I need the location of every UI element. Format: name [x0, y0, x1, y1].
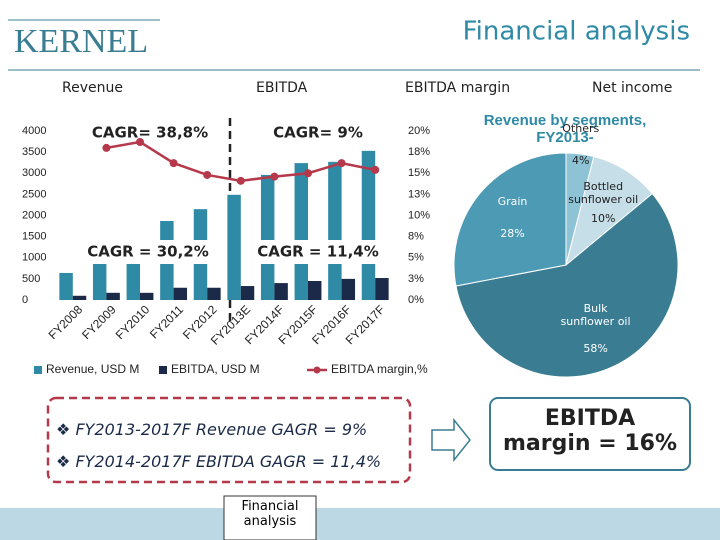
- footer-bar: [0, 508, 720, 540]
- bar: [92, 257, 107, 300]
- summary-box: [46, 396, 412, 484]
- marker: [136, 137, 144, 146]
- tab[interactable]: EBITDA margin: [405, 80, 511, 96]
- legend-label: EBITDA margin,%: [331, 362, 428, 376]
- tab[interactable]: Net income: [592, 80, 673, 96]
- slide-title: Financial analysis: [463, 17, 690, 47]
- summary-text: FY2013-2017F Revenue GAGR = 9%: [75, 420, 368, 439]
- x-tick-label: FY2009: [79, 302, 119, 342]
- pie-value-label: 58%: [583, 341, 608, 355]
- marker: [236, 176, 245, 185]
- marker: [304, 169, 312, 178]
- y-tick-label: 1000: [22, 252, 46, 264]
- bar: [140, 292, 154, 300]
- arrow: [431, 417, 471, 463]
- y2-tick-label: 18%: [408, 146, 430, 158]
- marker: [102, 143, 111, 152]
- y2-tick-label: 3%: [408, 273, 424, 285]
- marker: [169, 159, 178, 168]
- pie-slice: [453, 152, 567, 287]
- pie-value-label: 28%: [500, 226, 525, 240]
- y2-tick-label: 10%: [408, 209, 430, 221]
- bar: [240, 286, 255, 300]
- bar: [341, 278, 356, 300]
- bar: [375, 278, 389, 300]
- pie-slice: [455, 192, 679, 378]
- y-tick-label: 500: [22, 273, 40, 285]
- y-tick-label: 4000: [22, 125, 46, 137]
- bar: [126, 257, 140, 300]
- x-tick-label: FY2008: [46, 302, 86, 342]
- highlight-box: [489, 397, 691, 471]
- pie-label: Grain: [497, 194, 528, 208]
- legend-swatch: [159, 366, 167, 374]
- y2-tick-label: 13%: [408, 188, 430, 200]
- y2-tick-label: 15%: [408, 167, 430, 179]
- legend-swatch: [313, 366, 321, 374]
- y-tick-label: 0: [22, 294, 28, 306]
- bar: [227, 194, 241, 300]
- y-tick-label: 2500: [22, 188, 46, 200]
- legend-label: Revenue, USD M: [46, 362, 139, 376]
- bar: [260, 174, 275, 300]
- bar: [328, 161, 342, 300]
- pie-label: Others: [562, 122, 600, 136]
- bar: [207, 287, 221, 300]
- annotation: CAGR = 11,4%: [257, 243, 379, 261]
- y-tick-label: 1500: [22, 231, 46, 243]
- logo: KERNEL: [14, 23, 148, 60]
- y-tick-label: 3500: [22, 146, 46, 158]
- bar: [72, 295, 87, 300]
- marker: [270, 172, 279, 181]
- y-tick-label: 2000: [22, 209, 46, 221]
- annotation-bg: [86, 240, 210, 264]
- pie-label: Bottled sunflower oil: [568, 180, 639, 207]
- summary-line: ❖ FY2014-2017F EBITDA GAGR = 11,4%: [56, 452, 382, 471]
- annotation: CAGR= 38,8%: [92, 124, 208, 142]
- annotation: CAGR = 30,2%: [87, 243, 209, 261]
- x-tick-label: FY2010: [113, 302, 153, 342]
- y2-tick-label: 0%: [408, 294, 424, 306]
- marker: [371, 165, 380, 174]
- bar: [106, 292, 120, 300]
- highlight: EBITDA margin = 16%: [503, 406, 677, 456]
- marker: [337, 159, 346, 168]
- y2-tick-label: 20%: [408, 125, 430, 137]
- annotation-bg: [256, 240, 380, 264]
- nav-button[interactable]: [223, 495, 317, 540]
- tab[interactable]: EBITDA: [256, 80, 308, 96]
- legend-label: EBITDA, USD M: [171, 362, 260, 376]
- legend-swatch: [34, 366, 42, 374]
- pie-title: Revenue by segments, FY2013-: [483, 112, 647, 146]
- bar: [294, 163, 308, 300]
- y-tick-label: 3000: [22, 167, 46, 179]
- annotation: CAGR= 9%: [273, 124, 363, 142]
- y2-tick-label: 8%: [408, 231, 424, 243]
- nav-label[interactable]: Financial analysis: [241, 499, 299, 529]
- tab[interactable]: Revenue: [62, 80, 123, 96]
- pie-label: Bulk sunflower oil: [560, 301, 631, 328]
- summary-line: ❖ FY2013-2017F Revenue GAGR = 9%: [56, 420, 368, 439]
- x-tick-label: FY2011: [147, 302, 186, 341]
- pie-value-label: 4%: [572, 154, 590, 168]
- y2-tick-label: 5%: [408, 252, 424, 264]
- summary-text: FY2014-2017F EBITDA GAGR = 11,4%: [75, 452, 382, 471]
- bar: [274, 283, 288, 300]
- marker: [203, 170, 212, 179]
- bar: [308, 280, 322, 300]
- pie-value-label: 10%: [590, 212, 616, 226]
- bar: [59, 272, 73, 300]
- bar: [173, 287, 188, 300]
